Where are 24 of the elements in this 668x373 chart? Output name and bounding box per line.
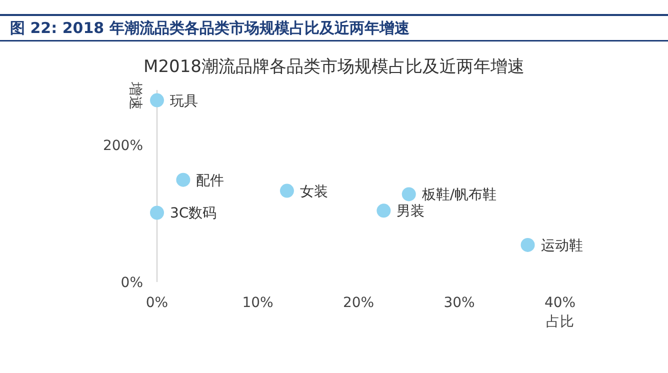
annotation: 玩具: [170, 93, 198, 110]
x-tick-label: 30%: [444, 295, 475, 311]
point: [150, 206, 164, 220]
x-tick-label: 10%: [242, 295, 274, 311]
annotation: 板鞋/帆布鞋: [420, 187, 497, 204]
point: [280, 184, 294, 198]
chart-title: 图 22: 2018 年潮流品类各品类市场规模占比及近两年增速: [10, 19, 410, 37]
point: [520, 238, 535, 252]
annotation: 配件: [196, 172, 224, 189]
chart-subtitle: M2018潮流品牌各品类市场规模占比及近两年增速: [144, 57, 524, 77]
annotation: 女装: [300, 184, 328, 200]
x-tick-label: 0%: [146, 295, 168, 311]
annotation: 3C数码: [170, 206, 217, 222]
annotation: 男装: [396, 204, 425, 220]
y-tick-label: 200%: [102, 138, 143, 154]
x-tick-label: 40%: [544, 295, 576, 311]
point: [150, 93, 164, 108]
point: [376, 204, 391, 218]
x-tick-label: 20%: [342, 295, 374, 311]
y-axis-title: 增速: [127, 81, 143, 110]
point: [176, 172, 190, 187]
point: [402, 187, 416, 202]
x-axis-title: 占比: [546, 314, 574, 330]
annotation: 运动鞋: [540, 238, 583, 254]
